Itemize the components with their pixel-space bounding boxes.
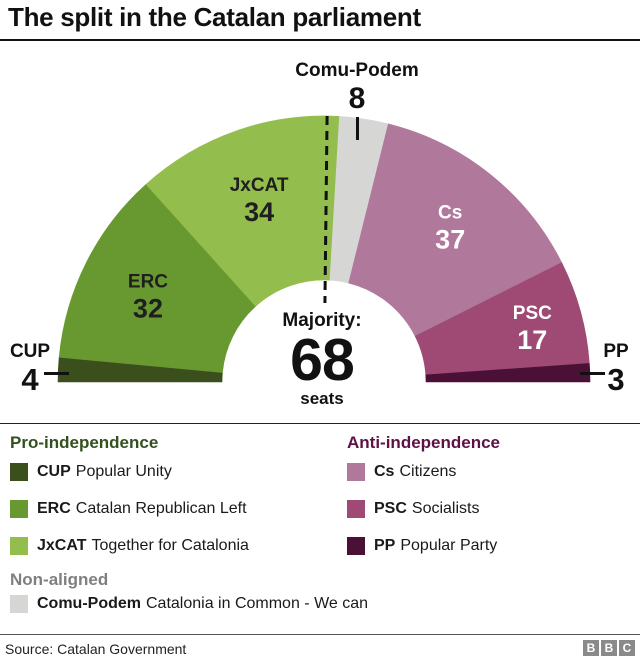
label-pp: PP 3 <box>592 341 640 395</box>
legend-group-title: Pro-independence <box>10 433 159 452</box>
legend-label: ERC Catalan Republican Left <box>37 500 247 517</box>
slice-label-seats: 34 <box>244 197 274 227</box>
leader-line-comu-podem <box>356 117 359 140</box>
legend-swatch <box>10 500 28 518</box>
party-seats: 3 <box>607 362 625 397</box>
majority-value: 68 <box>290 327 355 393</box>
legend-item-erc: ERC Catalan Republican Left <box>10 500 340 518</box>
majority-label: Majority: <box>282 310 362 331</box>
bbc-logo-letter: B <box>601 640 617 656</box>
slice-label-seats: 17 <box>517 325 547 355</box>
leader-line-pp <box>580 372 605 375</box>
label-cup: CUP 4 <box>2 341 58 395</box>
party-abbr: PP <box>603 341 629 362</box>
slice-cs <box>348 123 563 337</box>
majority-block: Majority: 68 seats <box>242 310 402 407</box>
legend-item-psc: PSC Socialists <box>347 500 637 518</box>
party-seats: 4 <box>21 362 39 397</box>
party-abbr: Comu-Podem <box>295 60 419 81</box>
majority-unit: seats <box>300 389 344 408</box>
legend-group-title: Non-aligned <box>10 570 109 589</box>
legend-label: CUP Popular Unity <box>37 463 172 480</box>
legend-label: Comu-Podem Catalonia in Common - We can <box>37 595 369 612</box>
slice-label-abbr: ERC <box>128 272 168 293</box>
slice-label-abbr: JxCAT <box>230 175 289 196</box>
legend-item-jxcat: JxCAT Together for Catalonia <box>10 537 340 555</box>
page-title: The split in the Catalan parliament <box>8 2 421 32</box>
legend-label: Cs Citizens <box>374 463 457 480</box>
footer-divider <box>0 634 640 635</box>
bbc-logo-letter: B <box>583 640 599 656</box>
slice-label-seats: 37 <box>435 224 465 254</box>
legend-group-anti-independence: Anti-independence Cs Citizens PSC Socialis… <box>347 433 637 574</box>
slice-label-abbr: PSC <box>513 303 552 324</box>
slice-erc <box>58 183 257 373</box>
leader-line-cup <box>44 372 69 375</box>
legend-item-cup: CUP Popular Unity <box>10 463 340 481</box>
bbc-logo-letter: C <box>619 640 635 656</box>
label-comu-podem: Comu-Podem 8 <box>277 60 437 114</box>
legend-divider <box>0 423 640 424</box>
legend-swatch <box>347 463 365 481</box>
legend-label: JxCAT Together for Catalonia <box>37 537 249 554</box>
legend-label: PSC Socialists <box>374 500 480 517</box>
slice-label-abbr: Cs <box>438 202 462 223</box>
legend-item-cs: Cs Citizens <box>347 463 637 481</box>
source-credit: Source: Catalan Government <box>5 641 187 657</box>
legend-swatch <box>347 500 365 518</box>
legend-group-pro-independence: Pro-independence CUP Popular Unity ERC Cat… <box>10 433 340 574</box>
party-seats: 8 <box>348 82 366 115</box>
party-abbr: CUP <box>9 341 51 362</box>
legend-label: PP Popular Party <box>374 537 498 554</box>
title-divider <box>0 39 640 41</box>
slice-label-seats: 32 <box>133 294 163 324</box>
majority-threshold-line <box>323 116 329 304</box>
bbc-logo: B B C <box>581 640 635 656</box>
legend-swatch <box>10 537 28 555</box>
legend-item-comu-podem: Comu-Podem Catalonia in Common - We can <box>10 595 630 613</box>
slice-pp <box>425 363 591 383</box>
legend-swatch <box>347 537 365 555</box>
legend-group-non-aligned: Non-aligned Comu-Podem Catalonia in Commo… <box>10 570 630 632</box>
legend-group-title: Anti-independence <box>347 433 501 452</box>
legend-swatch <box>10 595 28 613</box>
legend-swatch <box>10 463 28 481</box>
legend-item-pp: PP Popular Party <box>347 537 637 555</box>
